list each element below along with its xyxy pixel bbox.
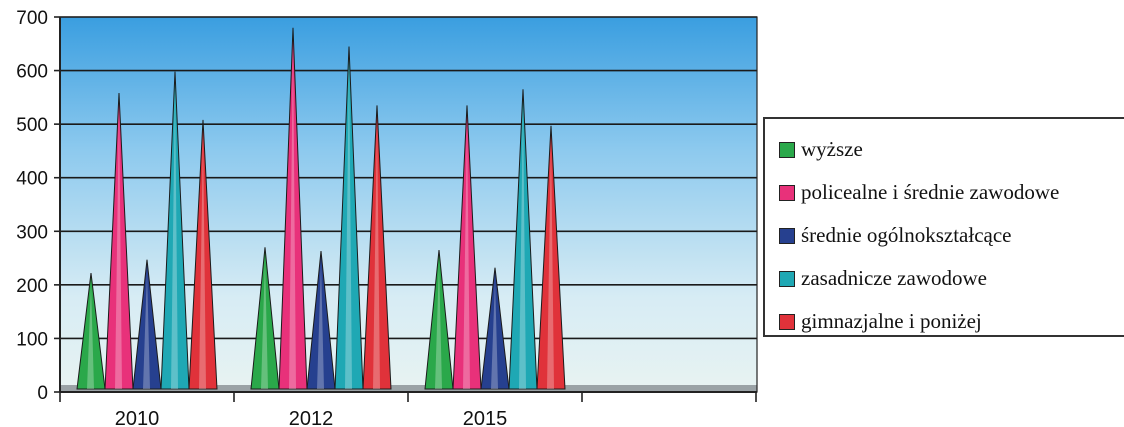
bar-highlight bbox=[87, 285, 94, 389]
bar-highlight bbox=[463, 117, 470, 390]
y-tick-label: 200 bbox=[16, 276, 48, 297]
bar bbox=[536, 125, 566, 390]
y-tick-label: 100 bbox=[16, 329, 48, 350]
bar-highlight bbox=[435, 262, 442, 389]
bar bbox=[160, 71, 190, 390]
bar bbox=[250, 247, 280, 390]
bars bbox=[76, 27, 566, 390]
bar bbox=[132, 259, 162, 390]
bar-highlight bbox=[289, 39, 296, 389]
bar-highlight bbox=[143, 271, 150, 389]
y-tick-label: 600 bbox=[16, 62, 48, 83]
x-tick-labels: 2010 2012 2015 bbox=[115, 408, 508, 427]
bar bbox=[424, 249, 454, 390]
legend-label: średnie ogólnokształcące bbox=[801, 223, 1012, 247]
legend-swatch bbox=[779, 184, 795, 201]
legend-label: policealne i średnie zawodowe bbox=[801, 180, 1060, 204]
legend: wyższe policealne i średnie zawodowe średn… bbox=[763, 117, 1124, 337]
y-tick-labels: 0 100 200 300 400 500 600 700 bbox=[16, 8, 60, 404]
y-tick-label: 0 bbox=[37, 383, 48, 404]
floor bbox=[60, 385, 757, 392]
axes bbox=[59, 16, 758, 402]
bar bbox=[452, 105, 482, 390]
legend-swatch bbox=[779, 270, 795, 287]
legend-swatch bbox=[779, 313, 795, 330]
bar bbox=[278, 27, 308, 390]
legend-item: gimnazjalne i poniżej bbox=[779, 309, 982, 334]
bar-highlight bbox=[491, 279, 498, 389]
legend-swatch bbox=[779, 141, 795, 158]
bar-highlight bbox=[261, 259, 268, 389]
bar-highlight bbox=[199, 131, 206, 389]
bar bbox=[480, 267, 510, 390]
y-tick-label: 300 bbox=[16, 222, 48, 243]
x-tick-label: 2015 bbox=[463, 408, 508, 427]
bar bbox=[188, 119, 218, 390]
bar bbox=[76, 273, 106, 390]
bar-highlight bbox=[317, 263, 324, 389]
x-tick-label: 2012 bbox=[289, 408, 334, 427]
bar-highlight bbox=[373, 117, 380, 390]
legend-item: policealne i średnie zawodowe bbox=[779, 180, 1059, 205]
legend-label: wyższe bbox=[801, 137, 863, 161]
bar-highlight bbox=[519, 101, 526, 390]
bar bbox=[306, 251, 336, 390]
y-tick-label: 500 bbox=[16, 115, 48, 136]
y-tick-label: 400 bbox=[16, 169, 48, 190]
bar bbox=[334, 46, 364, 390]
bar bbox=[508, 89, 538, 390]
legend-item: zasadnicze zawodowe bbox=[779, 266, 987, 291]
bar-highlight bbox=[171, 83, 178, 390]
bar bbox=[104, 93, 134, 390]
bar-highlight bbox=[115, 105, 122, 390]
bar-highlight bbox=[345, 58, 352, 389]
bar bbox=[362, 105, 392, 390]
legend-item: wyższe bbox=[779, 137, 863, 162]
bar-highlight bbox=[547, 137, 554, 389]
legend-swatch bbox=[779, 227, 795, 244]
legend-label: gimnazjalne i poniżej bbox=[801, 309, 982, 333]
legend-item: średnie ogólnokształcące bbox=[779, 223, 1012, 248]
legend-label: zasadnicze zawodowe bbox=[801, 266, 987, 290]
y-tick-label: 700 bbox=[16, 8, 48, 29]
x-tick-label: 2010 bbox=[115, 408, 160, 427]
